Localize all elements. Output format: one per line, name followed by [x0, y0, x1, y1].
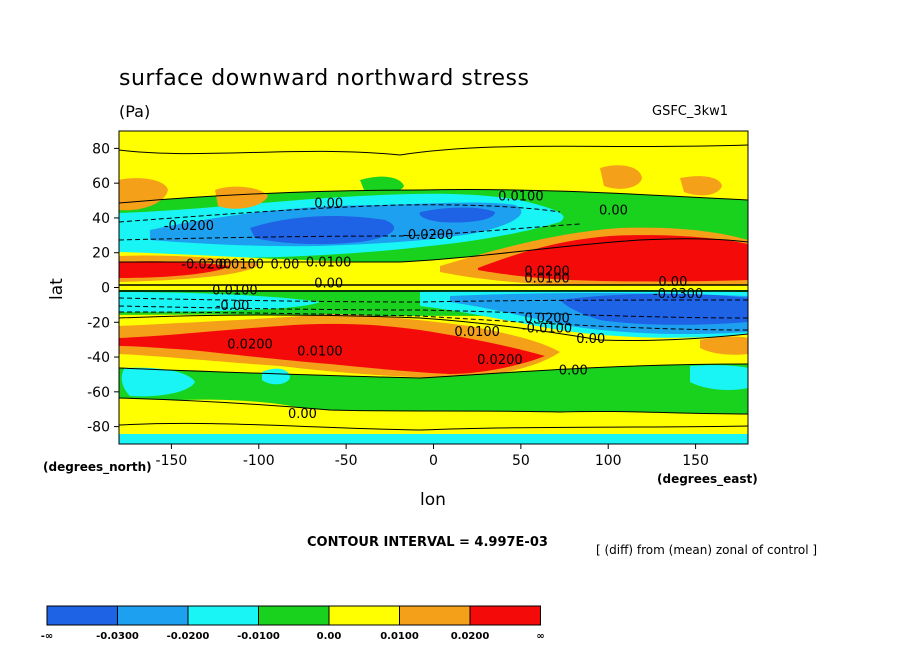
contour-label: 0.00: [658, 275, 687, 290]
region-green-nh-high: [360, 176, 404, 194]
contour-label: -0.0100: [522, 322, 572, 337]
contour-label: -0.0200: [403, 228, 453, 243]
y-tick-label: 20: [92, 246, 110, 262]
colorbar-label: 0.0200: [451, 631, 490, 642]
contour-label: -0.0200: [181, 257, 231, 272]
y-axis-unit: (degrees_north): [43, 460, 152, 474]
region-orange-sh-east: [700, 336, 748, 355]
region-deepblue-nh2: [419, 207, 495, 223]
contour-label: 0.00: [314, 277, 343, 292]
contour-label: -0.0300: [653, 287, 703, 302]
contour-label: -0.0200: [164, 219, 214, 234]
plot-area: [119, 131, 748, 444]
y-tick-label: -80: [87, 420, 110, 436]
x-tick-label: -100: [243, 453, 275, 469]
x-axis-label: lon: [420, 490, 446, 510]
colorbar-swatch: [399, 605, 471, 626]
contour-label: 0.0100: [297, 344, 343, 359]
region-red-sh: [119, 323, 545, 374]
region-orange-nh-high-east: [600, 165, 642, 189]
y-tick-label: 80: [92, 141, 110, 157]
contour-label: -0.00: [216, 299, 250, 314]
units-label: (Pa): [119, 102, 151, 121]
contour-label: 0.0100: [524, 271, 570, 286]
contour-label: 0.0100: [306, 256, 352, 271]
colorbar-swatch: [328, 605, 400, 626]
colorbar-swatch: [117, 605, 189, 626]
subtitle-label: [ (diff) from (mean) zonal of control ]: [596, 543, 818, 557]
colorbar-label: ∞: [536, 631, 544, 642]
contour-label: 0.0100: [498, 190, 544, 205]
contour-label: 0.0200: [227, 337, 273, 352]
region-deepblue-sh-east: [560, 293, 748, 325]
chart-title: surface downward northward stress: [119, 66, 530, 91]
y-tick-label: -20: [87, 315, 110, 331]
y-tick-label: -40: [87, 350, 110, 366]
contour-label: 0.00: [314, 197, 343, 212]
region-cyan-sh-mid-west: [121, 367, 195, 397]
colorbar-label: -0.0200: [167, 631, 210, 642]
colorbar-label: -0.0100: [237, 631, 280, 642]
contour-interval-label: CONTOUR INTERVAL = 4.997E-03: [307, 535, 548, 550]
colorbar-label: -0.0300: [96, 631, 139, 642]
contour-labels: 0.00 0.01000.00-0.0200-0.0200-0.02000.010…: [164, 190, 703, 422]
contour-label: 0.0100: [454, 325, 500, 340]
colorbar-swatch: [187, 605, 259, 626]
colorbar-label: 0.0100: [380, 631, 419, 642]
x-axis-unit: (degrees_east): [657, 472, 758, 486]
contour-label: 0.00: [576, 332, 605, 347]
axes: -150 -100 -50 0 50 100 150 80 60 40 20 0 -20 -40 -60 -8…: [87, 141, 709, 469]
region-orange-nh-high-east2: [680, 176, 722, 196]
contour-label: 0.00: [288, 407, 317, 422]
colorbar-label: 0.00: [317, 631, 342, 642]
region-red-nh-east: [478, 235, 748, 282]
contour-label: 0.0200: [524, 311, 570, 326]
region-deepblue-nh: [250, 216, 395, 245]
region-red-nh-west: [119, 261, 230, 278]
x-tick-label: -150: [156, 453, 188, 469]
contour-label: 0.0200: [477, 353, 523, 368]
model-label: GSFC_3kw1: [652, 104, 729, 119]
x-tick-label: 100: [595, 453, 622, 469]
region-cyan-sh-mid-center: [262, 368, 290, 385]
region-cyan-sh-mid-east: [690, 365, 748, 390]
x-tick-label: 50: [512, 453, 530, 469]
contour-label: 0.00: [599, 203, 628, 218]
y-tick-label: 60: [92, 176, 110, 192]
y-tick-label: 0: [101, 281, 110, 297]
region-cyan-bottom: [119, 434, 748, 444]
y-tick-label: -60: [87, 385, 110, 401]
colorbar-swatch: [258, 605, 330, 626]
contour-label: 0.00: [559, 363, 588, 378]
colorbar-label: -∞: [41, 631, 53, 642]
region-orange-nh-high-center: [215, 186, 268, 209]
colorbar-swatch: [469, 605, 541, 626]
contour-lines: [119, 144, 748, 431]
x-tick-label: 0: [429, 453, 438, 469]
colorbar-swatch: [46, 605, 118, 626]
x-tick-label: -50: [335, 453, 358, 469]
contour-lines-dashed: [119, 204, 748, 331]
x-tick-label: 150: [682, 453, 709, 469]
contour-label: 0.0100: [219, 257, 265, 272]
equator-yellow: [119, 285, 748, 291]
contour-label: 0.00: [271, 257, 300, 272]
colorbar: -∞ -0.0300 -0.0200 -0.0100 0.00 0.0100 0.0200 ∞: [41, 605, 545, 642]
contour-label: 0.0200: [524, 264, 570, 279]
y-tick-label: 40: [92, 211, 110, 227]
contour-label: -0.0100: [207, 283, 257, 298]
